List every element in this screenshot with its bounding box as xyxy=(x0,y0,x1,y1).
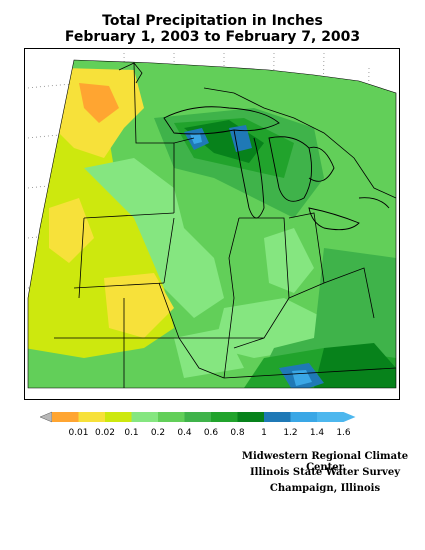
legend-swatch-3 xyxy=(131,412,158,422)
credit-mrcc: Midwestern Regional Climate Center xyxy=(241,451,409,473)
legend-label-7: 1 xyxy=(261,428,267,438)
legend-label-4: 0.4 xyxy=(177,428,192,438)
legend-label-9: 1.4 xyxy=(310,428,325,438)
legend-swatch-6 xyxy=(211,412,238,422)
credit-location: Champaign, Illinois xyxy=(269,483,381,494)
legend-swatch-4 xyxy=(158,412,185,422)
legend-label-5: 0.6 xyxy=(204,428,219,438)
legend-swatch-8 xyxy=(264,412,291,422)
precipitation-field xyxy=(28,60,396,388)
legend-swatch-7 xyxy=(237,412,264,422)
legend-label-10: 1.6 xyxy=(336,428,351,438)
great-lakes-outline xyxy=(163,106,390,231)
canada-boundary xyxy=(118,62,397,199)
legend-swatch-9 xyxy=(290,412,317,422)
legend-label-2: 0.1 xyxy=(124,428,138,438)
legend-high-arrow xyxy=(343,412,356,422)
legend-swatch-5 xyxy=(184,412,211,422)
precipitation-legend: 0.01 0.02 0.1 0.2 0.4 0.6 0.8 1 1.2 1.4 1.6 xyxy=(40,411,356,438)
data-domain-outline xyxy=(27,59,397,389)
precipitation-map xyxy=(24,48,400,400)
legend-label-0: 0.01 xyxy=(68,428,88,438)
legend-swatch-0 xyxy=(52,412,79,422)
legend-swatch-10 xyxy=(317,412,344,422)
map-date-range: February 1, 2003 to February 7, 2003 xyxy=(64,29,361,45)
map-title: Total Precipitation in Inches xyxy=(102,13,323,29)
legend-swatch-2 xyxy=(105,412,132,422)
legend-label-8: 1.2 xyxy=(283,428,297,438)
legend-label-3: 0.2 xyxy=(151,428,165,438)
state-boundaries xyxy=(54,62,397,388)
legend-low-arrow xyxy=(40,411,53,423)
legend-label-6: 0.8 xyxy=(230,428,245,438)
legend-swatch-1 xyxy=(78,412,105,422)
credit-isws: Illinois State Water Survey xyxy=(249,467,401,478)
legend-label-1: 0.02 xyxy=(95,428,115,438)
